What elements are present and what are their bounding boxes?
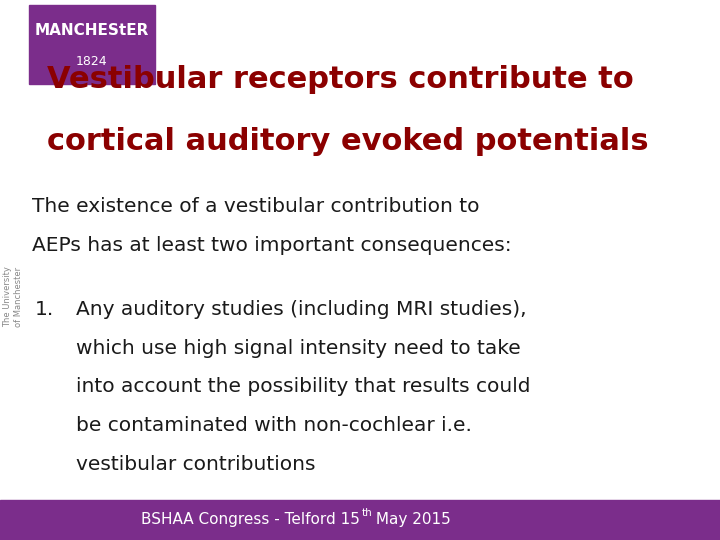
- Text: 1.: 1.: [35, 300, 54, 319]
- Text: be contaminated with non-cochlear i.e.: be contaminated with non-cochlear i.e.: [76, 416, 472, 435]
- Text: into account the possibility that results could: into account the possibility that result…: [76, 377, 530, 396]
- Text: Vestibular receptors contribute to: Vestibular receptors contribute to: [47, 65, 634, 94]
- Text: vestibular contributions: vestibular contributions: [76, 455, 315, 474]
- Text: which use high signal intensity need to take: which use high signal intensity need to …: [76, 339, 521, 357]
- Text: BSHAA Congress - Telford 15: BSHAA Congress - Telford 15: [141, 512, 360, 527]
- Text: th: th: [361, 508, 372, 518]
- Bar: [0, 500, 720, 540]
- Text: AEPs has at least two important consequences:: AEPs has at least two important conseque…: [32, 236, 512, 255]
- Text: The University
of Manchester: The University of Manchester: [3, 267, 23, 327]
- Bar: [29, 5, 155, 84]
- Text: Any auditory studies (including MRI studies),: Any auditory studies (including MRI stud…: [76, 300, 526, 319]
- Text: MANCHEStER: MANCHEStER: [35, 23, 149, 38]
- Text: cortical auditory evoked potentials: cortical auditory evoked potentials: [47, 127, 649, 156]
- Text: 1824: 1824: [76, 55, 107, 68]
- Text: May 2015: May 2015: [371, 512, 451, 527]
- Text: The existence of a vestibular contribution to: The existence of a vestibular contributi…: [32, 197, 480, 216]
